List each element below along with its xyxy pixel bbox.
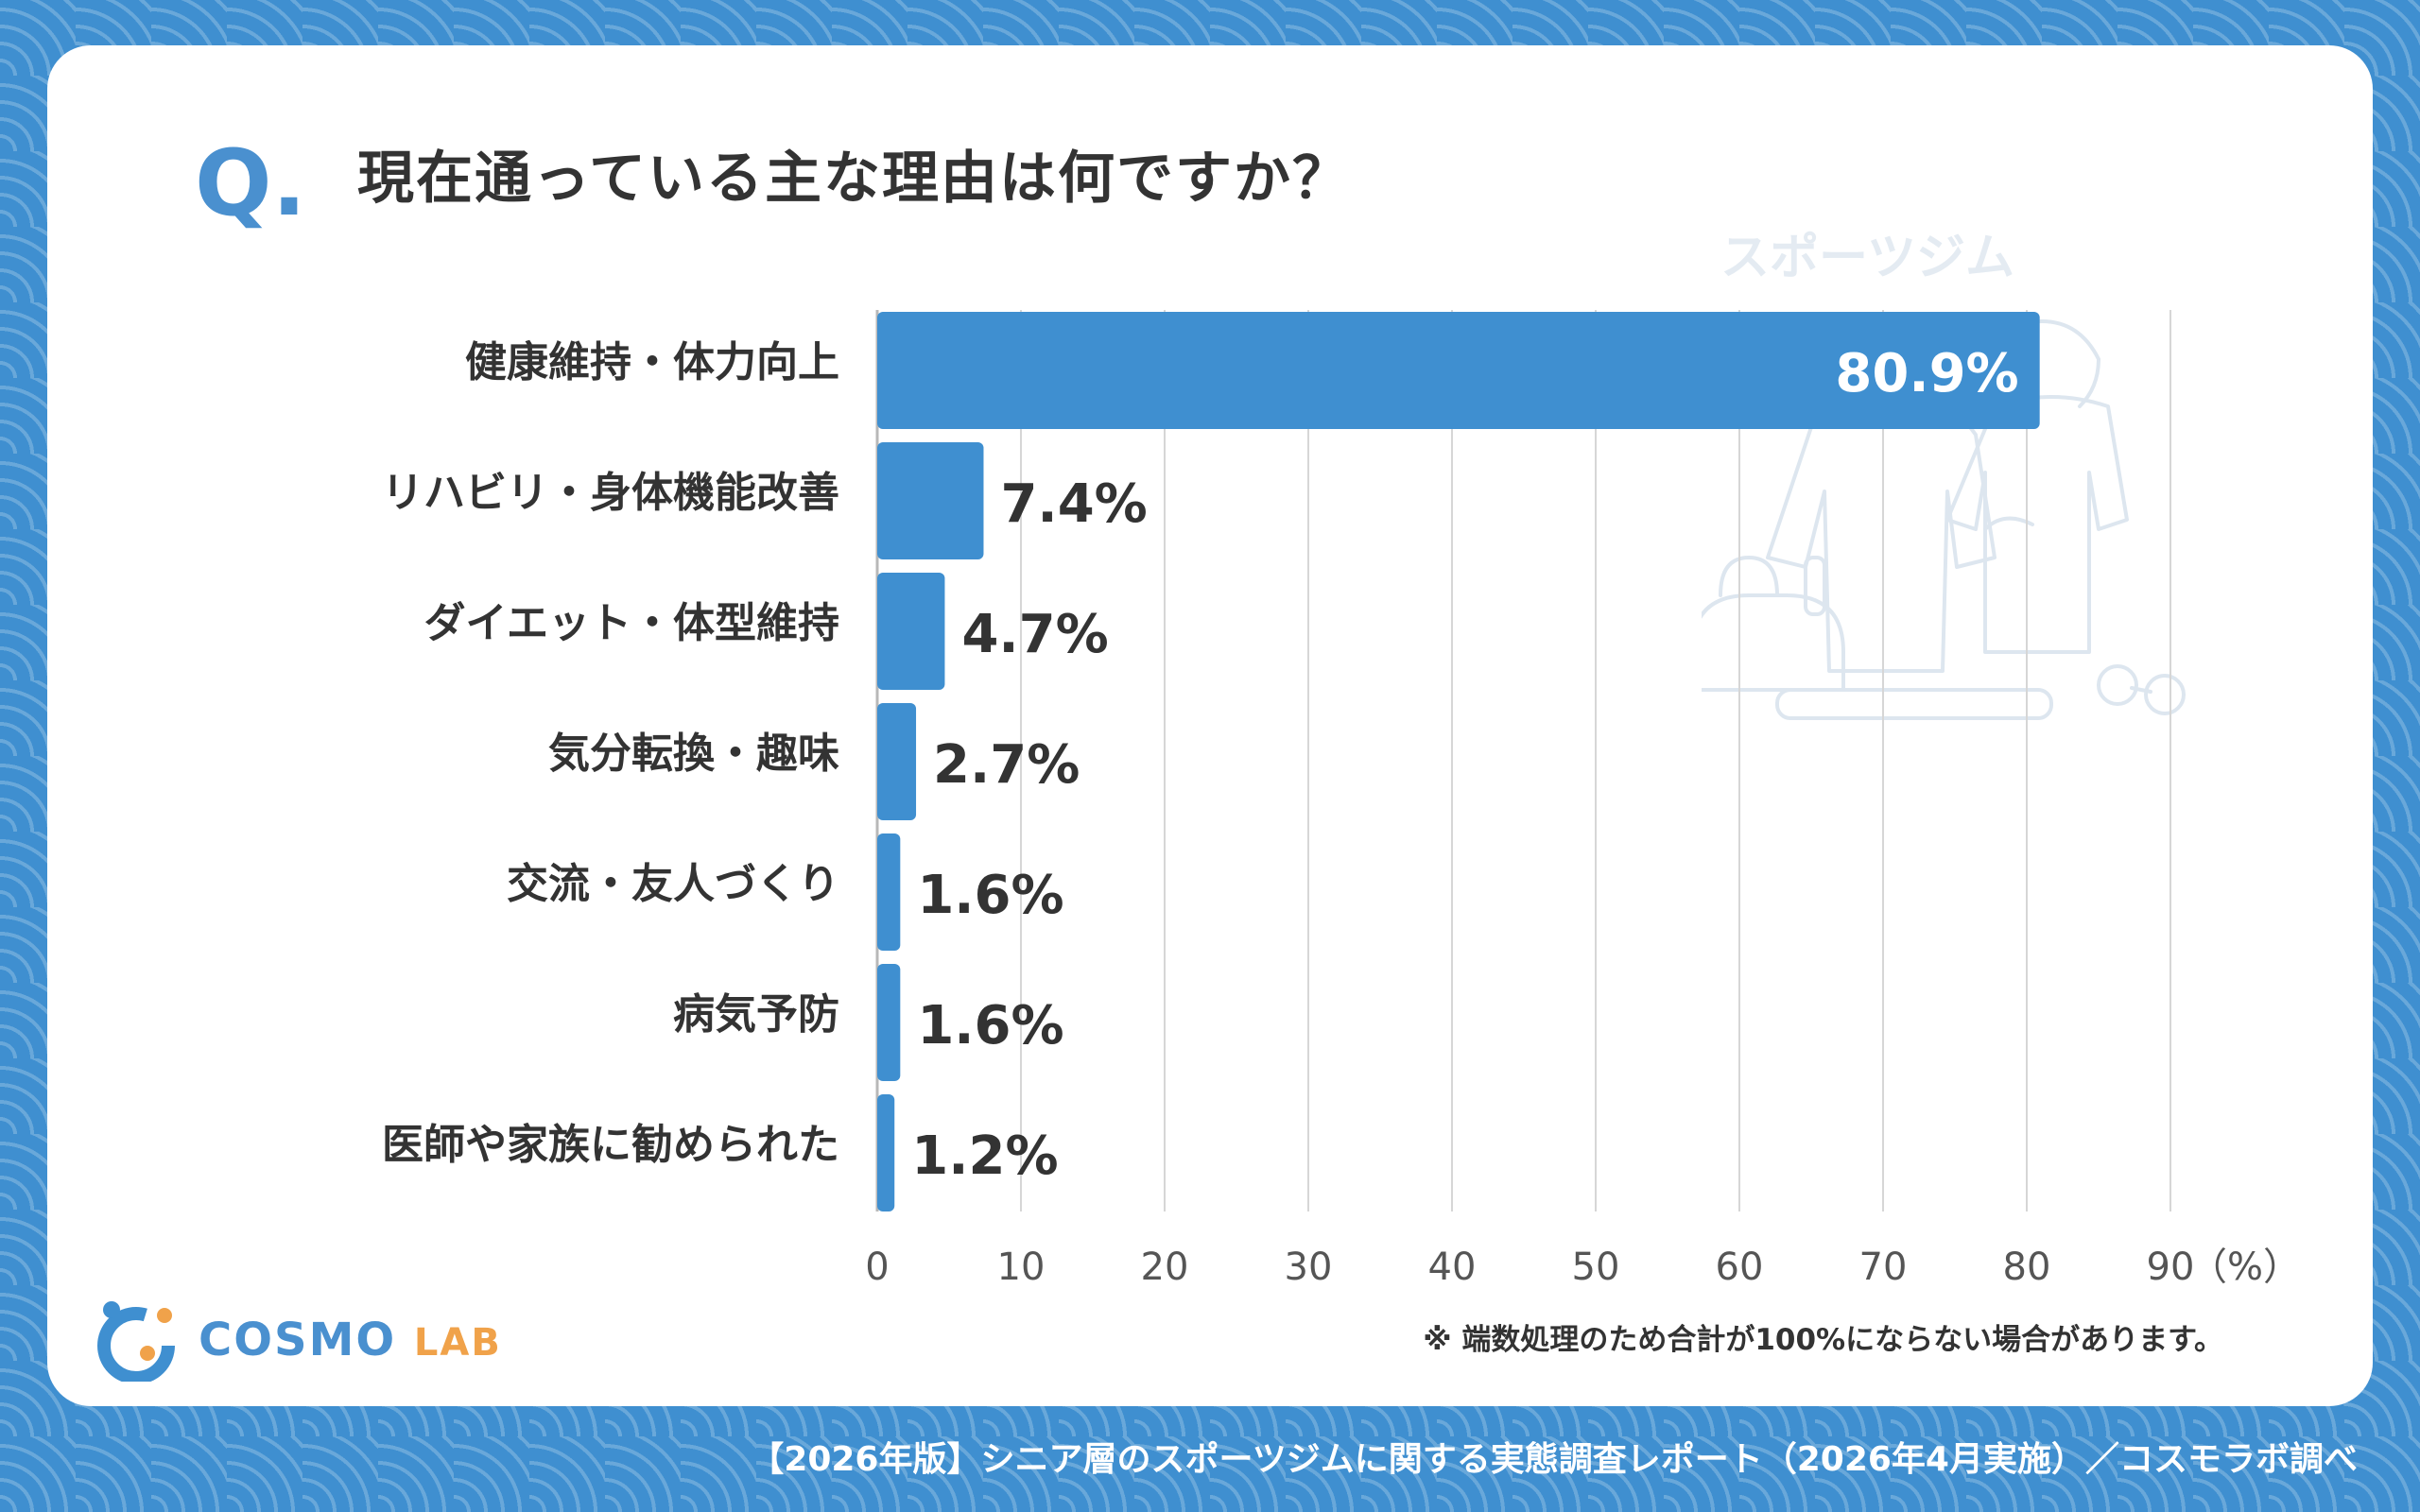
rounding-note: ※ 端数処理のため合計が100%にならない場合があります。: [1423, 1323, 2223, 1357]
bar-value-label-4: 1.6%: [917, 865, 1063, 926]
bar-value-label-3: 2.7%: [933, 734, 1080, 796]
category-label-2: ダイエット・体型維持: [424, 599, 839, 647]
x-unit-label: （%）: [2189, 1246, 2301, 1289]
category-label-4: 交流・友人づくり: [507, 860, 839, 908]
logo-mark-icon: [97, 1301, 175, 1384]
x-tick-label-70: 70: [1859, 1246, 1908, 1289]
category-label-0: 健康維持・体力向上: [465, 338, 839, 387]
x-tick-label-90: 90: [2147, 1246, 2195, 1289]
bar-3: [877, 703, 917, 820]
x-tick-label-60: 60: [1716, 1246, 1764, 1289]
bar-4: [877, 833, 901, 951]
x-tick-label-40: 40: [1428, 1246, 1477, 1289]
cosmo-lab-logo: COSMO LAB: [91, 1297, 500, 1384]
category-label-6: 医師や家族に勧められた: [382, 1121, 839, 1169]
bar-value-label-1: 7.4%: [1000, 473, 1147, 535]
bar-6: [877, 1094, 895, 1211]
x-tick-label-20: 20: [1141, 1246, 1189, 1289]
gym-watermark-label: スポーツジム: [1720, 230, 2014, 286]
bar-value-label-0: 80.9%: [1835, 343, 2018, 404]
x-tick-label-30: 30: [1285, 1246, 1333, 1289]
bar-5: [877, 964, 901, 1081]
logo-suffix: LAB: [413, 1321, 502, 1365]
footer-source: 【2026年版】シニア層のスポーツジムに関する実態調査レポート（2026年4月実…: [750, 1440, 2358, 1479]
bar-value-label-2: 4.7%: [961, 604, 1108, 665]
bar-0: [877, 312, 2040, 429]
category-label-1: リハビリ・身体機能改善: [382, 469, 839, 517]
x-tick-label-0: 0: [865, 1246, 889, 1289]
category-label-3: 気分転換・趣味: [548, 730, 839, 778]
logo-name: COSMO: [199, 1314, 397, 1366]
x-tick-label-10: 10: [997, 1246, 1046, 1289]
bar-2: [877, 573, 945, 690]
question-title: 現在通っている主な理由は何ですか？: [357, 146, 1351, 212]
chart-card: [47, 45, 2373, 1406]
category-label-5: 病気予防: [673, 990, 839, 1039]
x-tick-label-50: 50: [1572, 1246, 1620, 1289]
question-mark: Q.: [195, 130, 307, 236]
x-tick-label-80: 80: [2003, 1246, 2051, 1289]
bar-value-label-5: 1.6%: [917, 995, 1063, 1057]
bar-1: [877, 442, 984, 559]
bar-value-label-6: 1.2%: [911, 1125, 1058, 1187]
